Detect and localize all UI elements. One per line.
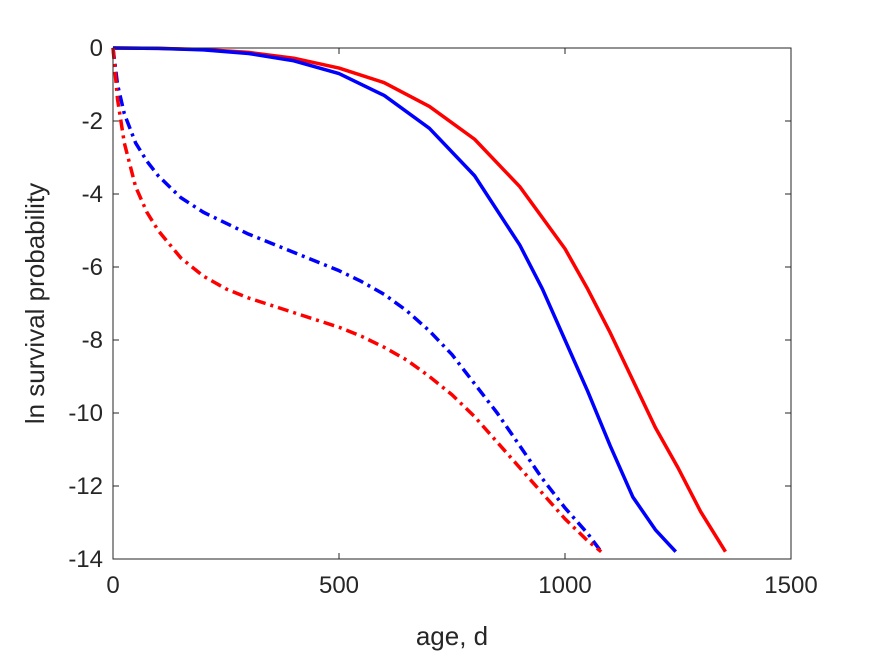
x-tick-label: 1000 (538, 572, 591, 599)
series-line-3 (111, 47, 603, 553)
x-tick-label: 0 (106, 572, 119, 599)
x-axis-label: age, d (416, 621, 488, 651)
tick-layer: 0 500 1000 1500 0 -2 -4 -6 -8 -10 -12 -14 (68, 35, 817, 599)
y-tick-label: -4 (82, 181, 103, 208)
series-layer (111, 46, 727, 554)
y-tick-label: -2 (82, 108, 103, 135)
y-tick-label: 0 (90, 35, 103, 62)
series-line-4 (111, 47, 603, 554)
y-tick-label: -12 (68, 473, 103, 500)
y-tick-label: -10 (68, 400, 103, 427)
y-tick-label: -8 (82, 327, 103, 354)
x-tick-label: 1500 (764, 572, 817, 599)
plot-area-frame (112, 47, 792, 560)
series-line-2 (112, 46, 678, 553)
x-tick-label: 500 (319, 572, 359, 599)
y-tick-label: -6 (82, 254, 103, 281)
y-tick-label: -14 (68, 546, 103, 573)
y-axis-label: ln survival probability (20, 183, 50, 424)
